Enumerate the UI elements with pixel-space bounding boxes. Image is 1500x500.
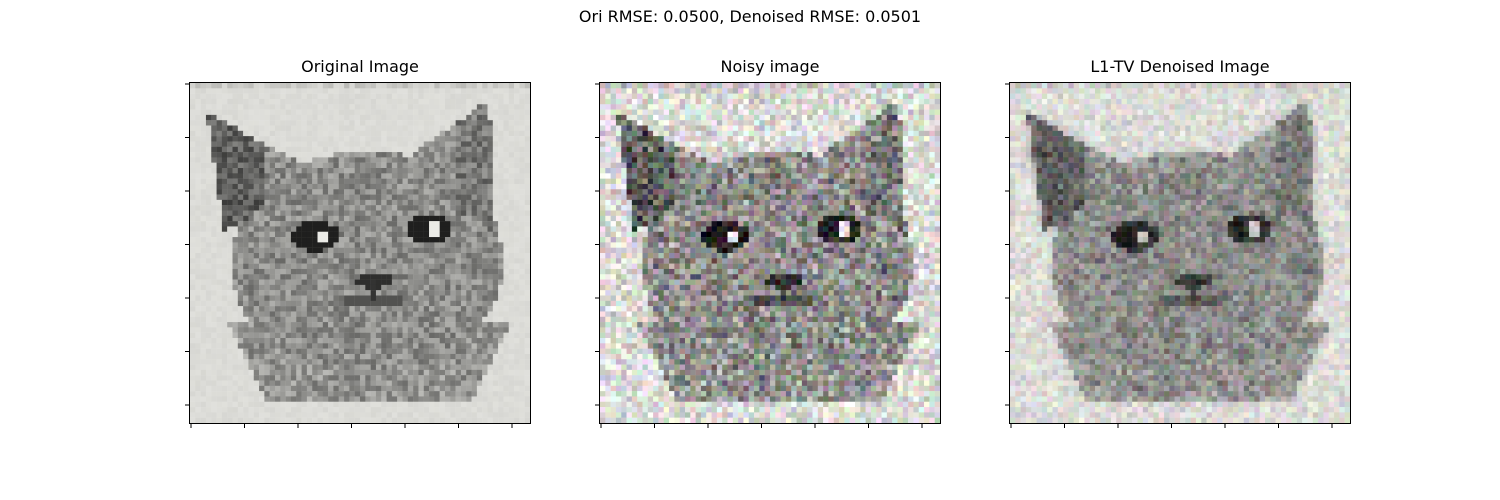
denoised-cat-image [1010,83,1350,423]
panel-denoised-image: L1-TV Denoised Image [1005,0,1351,500]
panel-title-original: Original Image [301,57,419,76]
image-axes-original [189,82,531,424]
panel-title-denoised: L1-TV Denoised Image [1090,57,1270,76]
image-axes-noisy [599,82,941,424]
original-cat-image [190,83,530,423]
panel-original-image: Original Image [185,0,531,500]
image-axes-denoised [1009,82,1351,424]
panel-noisy-image: Noisy image [595,0,941,500]
panel-title-noisy: Noisy image [720,57,820,76]
figure-suptitle: Ori RMSE: 0.0500, Denoised RMSE: 0.0501 [578,7,922,26]
noisy-cat-image [600,83,940,423]
